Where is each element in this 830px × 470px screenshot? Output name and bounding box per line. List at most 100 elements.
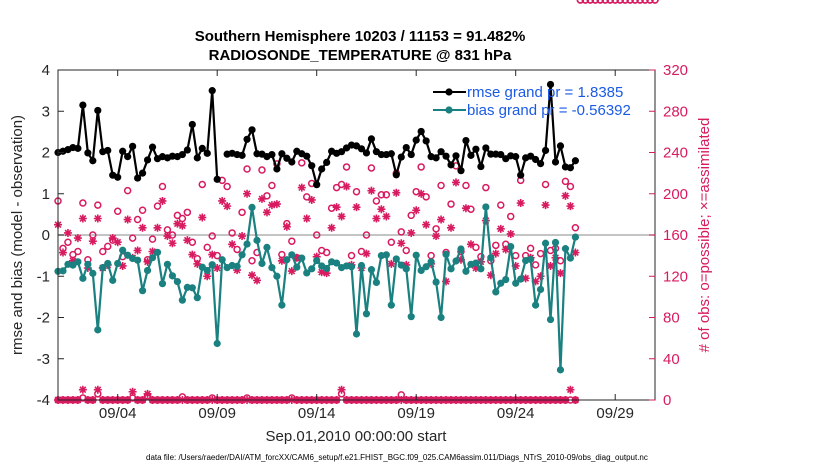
rmse-point (487, 150, 495, 158)
obs-possible-marker (133, 215, 142, 224)
obs-possible-marker (447, 200, 455, 208)
rmse-point (203, 149, 211, 157)
rmse-point (248, 126, 256, 134)
obs-possible-bottom-marker (601, 0, 609, 4)
obs-assimilated-marker (327, 223, 336, 232)
bias-point (323, 264, 331, 273)
obs-assimilated-marker (297, 183, 306, 192)
obs-possible-marker (467, 205, 475, 213)
rmse-point (462, 136, 470, 145)
obs-possible-marker (288, 237, 296, 245)
obs-assimilated-marker (556, 269, 565, 278)
obs-possible-marker (437, 181, 445, 190)
bias-point (288, 251, 296, 259)
obs-assimilated-marker (93, 214, 102, 223)
obs-assimilated-marker (447, 223, 456, 232)
y2-tick-label: 200 (663, 186, 688, 203)
obs-possible-marker (228, 229, 236, 237)
bias-point (303, 269, 311, 277)
rmse-point (422, 137, 430, 145)
obs-assimilated-marker (397, 239, 406, 248)
bias-point (263, 243, 271, 251)
rmse-point (402, 143, 410, 152)
bias-point (74, 258, 82, 266)
obs-assimilated-marker (491, 249, 500, 258)
rmse-point (377, 150, 385, 159)
bias-point (114, 259, 122, 268)
obs-possible-marker (417, 163, 425, 171)
bias-point (158, 280, 167, 288)
bias-point (507, 242, 515, 251)
bias-point (218, 256, 226, 264)
obs-assimilated-marker (267, 201, 276, 210)
rmse-point (477, 162, 485, 171)
bias-point (347, 263, 356, 271)
obs-assimilated-marker (402, 260, 411, 269)
bias-point (178, 296, 186, 304)
bias-point (561, 245, 570, 253)
obs-possible-bottom-marker (576, 0, 585, 4)
obs-assimilated-marker (382, 212, 391, 221)
obs-assimilated-marker (442, 277, 451, 286)
y-tick-label: 3 (42, 103, 50, 120)
obs-assimilated-marker (417, 189, 426, 198)
obs-possible-marker (113, 207, 122, 216)
obs-possible-marker (492, 241, 500, 250)
rmse-point (392, 171, 400, 179)
obs-possible-marker (183, 208, 192, 217)
x-tick-label: 09/09 (198, 405, 236, 422)
obs-possible-marker (422, 193, 430, 201)
obs-possible-marker (367, 164, 376, 172)
bias-point (457, 245, 465, 253)
bias-point (134, 256, 142, 264)
bias-point (233, 262, 241, 270)
y-tick-label: 2 (42, 145, 50, 162)
obs-possible-marker (79, 199, 87, 207)
legend: rmse grand pr = 1.8385 bias grand pr = -… (433, 84, 631, 119)
y-tick-label: 1 (42, 186, 50, 203)
obs-assimilated-marker (158, 196, 167, 205)
obs-assimilated-marker (257, 194, 266, 203)
bias-point (556, 366, 565, 374)
obs-possible-marker (168, 231, 177, 239)
series-lines (54, 80, 580, 374)
rmse-point (288, 158, 296, 166)
rmse-point (472, 145, 480, 153)
obs-possible-marker (322, 248, 331, 257)
obs-assimilated-marker (68, 256, 77, 265)
y2-axis-label: # of obs: o=possible; ×=assimilated (696, 118, 713, 353)
bias-point (362, 310, 371, 318)
obs-possible-bottom-marker (611, 0, 619, 4)
obs-assimilated-marker (466, 240, 475, 249)
rmse-point (129, 142, 137, 150)
bias-point (168, 272, 177, 280)
rmse-point (467, 151, 475, 159)
obs-possible-marker (248, 257, 256, 265)
obs-possible-marker (347, 251, 356, 260)
obs-assimilated-bottom-marker (128, 387, 137, 396)
rmse-point (313, 181, 321, 189)
bias-point (188, 284, 196, 292)
obs-assimilated-marker (287, 267, 296, 276)
obs-possible-marker (238, 208, 246, 217)
bias-point (447, 265, 455, 273)
obs-assimilated-marker (223, 202, 232, 211)
bias-point (79, 274, 87, 282)
obs-assimilated-marker (496, 224, 505, 233)
rmse-point (323, 158, 331, 166)
bias-point (104, 259, 112, 268)
rmse-point (134, 174, 142, 182)
x-axis-label: Sep.01,2010 00:00:00 start (266, 428, 448, 445)
obs-assimilated-marker (571, 248, 580, 257)
obs-possible-marker (233, 245, 241, 254)
bias-point (527, 255, 535, 263)
obs-possible-marker (556, 257, 565, 265)
obs-assimilated-marker (412, 206, 421, 215)
obs-assimilated-marker (238, 232, 247, 241)
rmse-point (193, 154, 201, 162)
x-tick-label: 09/19 (397, 405, 435, 422)
bias-point (84, 260, 92, 268)
obs-possible-marker (397, 228, 406, 236)
obs-assimilated-marker (218, 196, 227, 205)
rmse-point (268, 150, 276, 159)
